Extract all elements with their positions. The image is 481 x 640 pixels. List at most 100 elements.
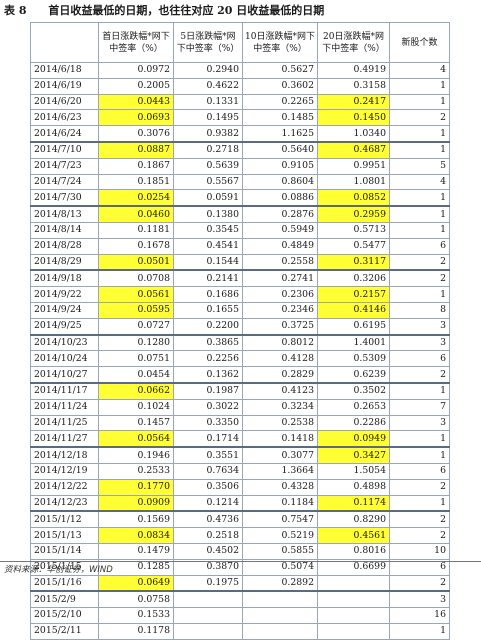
table-row: 2014/9/24 0.0595 0.1655 0.2346 0.4146 8 — [30, 301, 450, 319]
row-day1-value: 0.3076 — [98, 125, 174, 143]
table-row: 2015/2/9 0.0758 3 — [30, 590, 450, 609]
table-row: 2014/11/25 0.1457 0.3350 0.2538 0.2286 3 — [30, 414, 450, 432]
row-date: 2014/7/24 — [30, 173, 99, 191]
table-number: 表 8 — [4, 4, 27, 17]
row-date: 2014/7/23 — [30, 157, 99, 175]
row-day20-value: 0.5477 — [317, 237, 390, 255]
row-day20-value: 0.3206 — [317, 269, 390, 288]
row-date: 2014/12/23 — [30, 494, 99, 512]
row-count-value: 1 — [389, 93, 450, 111]
row-day5-value: 0.3350 — [173, 414, 243, 432]
row-count-value: 1 — [389, 221, 450, 239]
row-day20-value: 1.0801 — [317, 173, 390, 191]
row-day20-value: 0.1450 — [317, 109, 390, 127]
row-count-value: 1 — [389, 77, 450, 95]
row-date: 2015/1/12 — [30, 510, 99, 529]
row-day5-value: 0.1544 — [173, 253, 243, 271]
row-count-value: 6 — [389, 237, 450, 255]
row-day10-value: 0.3602 — [242, 77, 318, 95]
table-row: 2014/6/24 0.3076 0.9382 1.1625 1.0340 1 — [30, 125, 450, 143]
header-day20: 20日涨跌幅*网下中签率（%） — [317, 22, 390, 63]
row-day1-value: 0.0662 — [98, 381, 174, 400]
row-day10-value: 0.2538 — [242, 414, 318, 432]
row-day1-value: 0.1181 — [98, 221, 174, 239]
table-row: 2014/6/18 0.0972 0.2940 0.5627 0.4919 4 — [30, 62, 450, 79]
row-day5-value: 0.2940 — [173, 62, 243, 79]
row-count-value: 1 — [389, 622, 450, 640]
table-row: 2014/10/24 0.0751 0.2256 0.4128 0.5309 6 — [30, 350, 450, 368]
row-day1-value: 0.1457 — [98, 414, 174, 432]
table-row: 2015/1/13 0.0834 0.2518 0.5219 0.4561 2 — [30, 527, 450, 544]
row-date: 2014/8/28 — [30, 237, 99, 255]
row-date: 2015/2/9 — [30, 590, 99, 609]
row-count-value: 10 — [389, 542, 450, 560]
row-day10-value: 0.4328 — [242, 478, 318, 496]
row-day5-value: 0.4622 — [173, 77, 243, 95]
row-day10-value: 0.2741 — [242, 269, 318, 288]
row-count-value: 2 — [389, 109, 450, 127]
row-count-value: 16 — [389, 607, 450, 624]
row-day10-value: 0.2346 — [242, 301, 318, 319]
row-day5-value: 0.4541 — [173, 237, 243, 255]
row-day10-value: 0.4123 — [242, 381, 318, 400]
ipo-returns-table: 首日涨跌幅*网下中签率（%） 5日涨跌幅*网下中签率（%） 10日涨跌幅*网下中… — [30, 22, 450, 640]
row-day5-value: 0.3545 — [173, 221, 243, 239]
row-day10-value: 0.5855 — [242, 542, 318, 560]
row-date: 2014/9/22 — [30, 286, 99, 303]
row-day20-value: 0.9951 — [317, 157, 390, 175]
row-day1-value: 0.0561 — [98, 286, 174, 303]
row-day5-value: 0.1362 — [173, 366, 243, 384]
row-day5-value: 0.0591 — [173, 189, 243, 207]
row-day10-value: 0.5219 — [242, 527, 318, 544]
table-row: 2014/11/27 0.0564 0.1714 0.1418 0.0949 1 — [30, 430, 450, 448]
row-count-value: 1 — [389, 189, 450, 207]
row-date: 2014/11/27 — [30, 430, 99, 448]
row-date: 2014/11/24 — [30, 398, 99, 416]
table-row: 2014/7/10 0.0887 0.2718 0.5640 0.4687 1 — [30, 140, 450, 159]
row-date: 2014/7/30 — [30, 189, 99, 207]
row-day5-value: 0.1331 — [173, 93, 243, 111]
row-count-value: 3 — [389, 590, 450, 609]
row-day10-value: 0.4849 — [242, 237, 318, 255]
row-day1-value: 0.1569 — [98, 510, 174, 529]
header-day1: 首日涨跌幅*网下中签率（%） — [98, 22, 174, 63]
table-row: 2014/12/18 0.1946 0.3551 0.3077 0.3427 1 — [30, 446, 450, 464]
row-day1-value: 0.0887 — [98, 140, 174, 159]
table-row: 2015/2/11 0.1178 1 — [30, 622, 450, 640]
row-day20-value: 0.2653 — [317, 398, 390, 416]
row-day20-value: 0.0949 — [317, 430, 390, 448]
row-day20-value: 0.5309 — [317, 350, 390, 368]
table-row: 2014/7/24 0.1851 0.5567 0.8604 1.0801 4 — [30, 173, 450, 191]
row-day20-value: 0.4146 — [317, 301, 390, 319]
row-day1-value: 0.1678 — [98, 237, 174, 255]
row-day5-value: 0.2141 — [173, 269, 243, 288]
row-day5-value: 0.4502 — [173, 542, 243, 560]
table-row: 2014/12/19 0.2533 0.7634 1.3664 1.5054 6 — [30, 462, 450, 480]
row-count-value: 1 — [389, 286, 450, 303]
row-count-value: 2 — [389, 269, 450, 288]
row-date: 2015/1/14 — [30, 542, 99, 560]
row-day5-value — [173, 607, 243, 624]
row-day20-value — [317, 622, 390, 640]
row-count-value: 2 — [389, 527, 450, 544]
table-row: 2014/9/25 0.0727 0.2200 0.3725 0.6195 3 — [30, 317, 450, 336]
footer-rule — [0, 561, 481, 562]
row-day20-value: 0.2286 — [317, 414, 390, 432]
row-day1-value: 0.0727 — [98, 317, 174, 336]
row-count-value: 4 — [389, 62, 450, 79]
row-day20-value: 0.1174 — [317, 494, 390, 512]
row-day10-value: 0.2876 — [242, 205, 318, 223]
row-date: 2014/8/13 — [30, 205, 99, 223]
row-date: 2014/10/27 — [30, 366, 99, 384]
row-day20-value: 0.4687 — [317, 140, 390, 159]
row-day20-value: 0.2417 — [317, 93, 390, 111]
table-row: 2014/6/19 0.2005 0.4622 0.3602 0.3158 1 — [30, 77, 450, 95]
row-day10-value — [242, 622, 318, 640]
row-day5-value: 0.5639 — [173, 157, 243, 175]
row-count-value: 2 — [389, 366, 450, 384]
row-day1-value: 0.1024 — [98, 398, 174, 416]
row-day1-value: 0.0972 — [98, 62, 174, 79]
row-day10-value: 1.3664 — [242, 462, 318, 480]
row-day10-value: 0.2558 — [242, 253, 318, 271]
table-row: 2014/10/23 0.1280 0.3865 0.8012 1.4001 3 — [30, 333, 450, 352]
